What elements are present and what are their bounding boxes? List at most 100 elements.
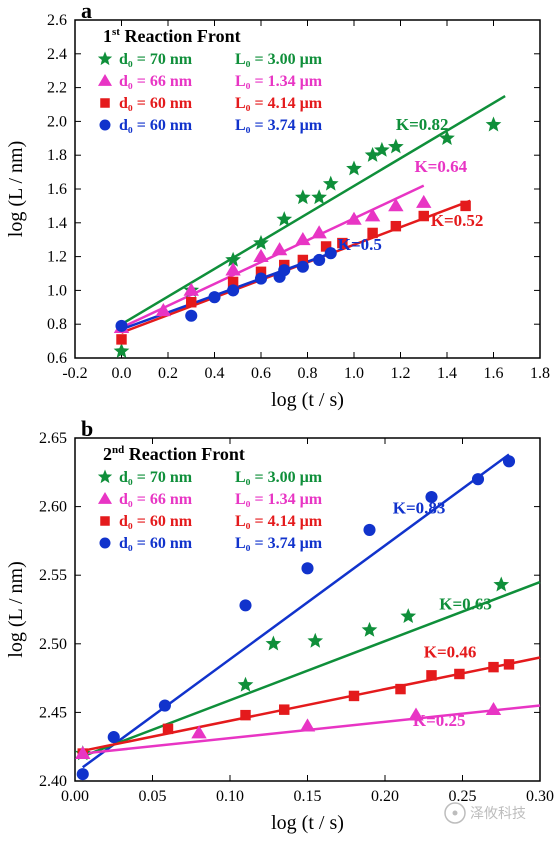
- svg-text:0.05: 0.05: [139, 788, 167, 805]
- data-point: [416, 195, 431, 208]
- data-point: [307, 633, 323, 648]
- svg-text:0.6: 0.6: [47, 350, 67, 367]
- legend-marker: [100, 538, 111, 549]
- legend-L0: L₀ = 1.34 µm: [235, 491, 323, 508]
- data-point: [266, 636, 282, 651]
- svg-text:2.2: 2.2: [47, 80, 67, 97]
- legend-L0: L₀ = 3.00 µm: [235, 469, 323, 486]
- data-point: [297, 261, 309, 273]
- data-point: [208, 291, 220, 303]
- svg-text:0.00: 0.00: [61, 788, 89, 805]
- data-point: [325, 247, 337, 259]
- panel-letter: b: [81, 418, 93, 441]
- data-point: [301, 562, 313, 574]
- legend-d0: d₀ = 60 nm: [119, 117, 193, 134]
- svg-text:1.6: 1.6: [484, 365, 504, 382]
- data-point: [311, 189, 327, 204]
- x-axis-label: log (t / s): [271, 812, 344, 834]
- svg-text:1.2: 1.2: [47, 249, 67, 266]
- svg-text:1.2: 1.2: [391, 365, 411, 382]
- svg-text:0.20: 0.20: [371, 788, 399, 805]
- svg-text:-0.2: -0.2: [62, 365, 87, 382]
- svg-text:2.55: 2.55: [39, 567, 67, 584]
- data-point: [363, 524, 375, 536]
- fit-line: [83, 658, 540, 751]
- data-point: [486, 702, 501, 715]
- data-point: [115, 320, 127, 332]
- k-label: K=0.64: [414, 157, 467, 176]
- data-point: [185, 310, 197, 322]
- panel-subtitle: 1st Reaction Front: [103, 26, 241, 46]
- data-point: [503, 455, 515, 467]
- legend-marker: [100, 98, 110, 108]
- svg-text:1.0: 1.0: [47, 282, 67, 299]
- legend-L0: L₀ = 4.14 µm: [235, 95, 323, 112]
- svg-text:1.8: 1.8: [530, 365, 550, 382]
- svg-text:0.8: 0.8: [298, 365, 318, 382]
- data-point: [240, 710, 250, 720]
- legend-marker: [98, 470, 112, 484]
- data-point: [362, 622, 378, 637]
- data-point: [272, 242, 287, 255]
- data-point: [454, 669, 464, 679]
- data-point: [486, 117, 502, 132]
- svg-text:2.65: 2.65: [39, 430, 67, 447]
- data-point: [391, 221, 401, 231]
- data-point: [108, 731, 120, 743]
- data-point: [419, 211, 429, 221]
- svg-text:0.0: 0.0: [112, 365, 132, 382]
- k-label: K=0.5: [338, 235, 382, 254]
- svg-text:2.40: 2.40: [39, 773, 67, 790]
- data-point: [116, 334, 126, 344]
- data-point: [365, 208, 380, 221]
- data-point: [227, 284, 239, 296]
- data-point: [488, 662, 498, 672]
- legend-d0: d₀ = 66 nm: [119, 491, 193, 508]
- svg-text:1.4: 1.4: [47, 215, 67, 232]
- data-point: [400, 608, 416, 623]
- legend-d0: d₀ = 66 nm: [119, 73, 193, 90]
- svg-text:1.8: 1.8: [47, 147, 67, 164]
- data-point: [255, 273, 267, 285]
- panel-subtitle: 2nd Reaction Front: [103, 444, 245, 464]
- svg-text:0.4: 0.4: [205, 365, 225, 382]
- k-label: K=0.46: [424, 643, 477, 662]
- svg-text:0.8: 0.8: [47, 316, 67, 333]
- y-axis-label: log (L / nm): [5, 561, 27, 657]
- legend-marker: [100, 516, 110, 526]
- data-point: [460, 201, 470, 211]
- data-point: [395, 684, 405, 694]
- data-point: [323, 176, 339, 191]
- data-point: [279, 704, 289, 714]
- fit-line: [122, 186, 424, 328]
- svg-text:0.30: 0.30: [526, 788, 554, 805]
- legend-L0: L₀ = 3.74 µm: [235, 535, 323, 552]
- legend-d0: d₀ = 60 nm: [119, 535, 193, 552]
- svg-text:0.25: 0.25: [449, 788, 477, 805]
- k-label: K=0.25: [413, 711, 466, 730]
- data-point: [346, 160, 362, 175]
- svg-text:0.6: 0.6: [251, 365, 271, 382]
- svg-text:1.4: 1.4: [437, 365, 457, 382]
- data-point: [295, 189, 311, 204]
- svg-text:0.2: 0.2: [158, 365, 178, 382]
- data-point: [313, 254, 325, 266]
- legend-L0: L₀ = 3.00 µm: [235, 51, 323, 68]
- data-point: [77, 768, 89, 780]
- svg-text:0.15: 0.15: [294, 788, 322, 805]
- k-label: K=0.52: [431, 211, 484, 230]
- svg-text:1.0: 1.0: [344, 365, 364, 382]
- watermark: 泽攸科技: [445, 803, 526, 823]
- data-point: [346, 212, 361, 225]
- k-label: K=0.63: [439, 595, 492, 614]
- legend-marker: [98, 492, 112, 504]
- watermark-text: 泽攸科技: [470, 805, 526, 821]
- svg-text:2.45: 2.45: [39, 704, 67, 721]
- svg-text:2.6: 2.6: [47, 12, 67, 29]
- data-point: [349, 691, 359, 701]
- legend-marker: [98, 74, 112, 86]
- panel-b: 0.000.050.100.150.200.250.302.402.452.50…: [0, 418, 560, 841]
- legend-d0: d₀ = 60 nm: [119, 95, 193, 112]
- legend-L0: L₀ = 4.14 µm: [235, 513, 323, 530]
- legend-L0: L₀ = 1.34 µm: [235, 73, 323, 90]
